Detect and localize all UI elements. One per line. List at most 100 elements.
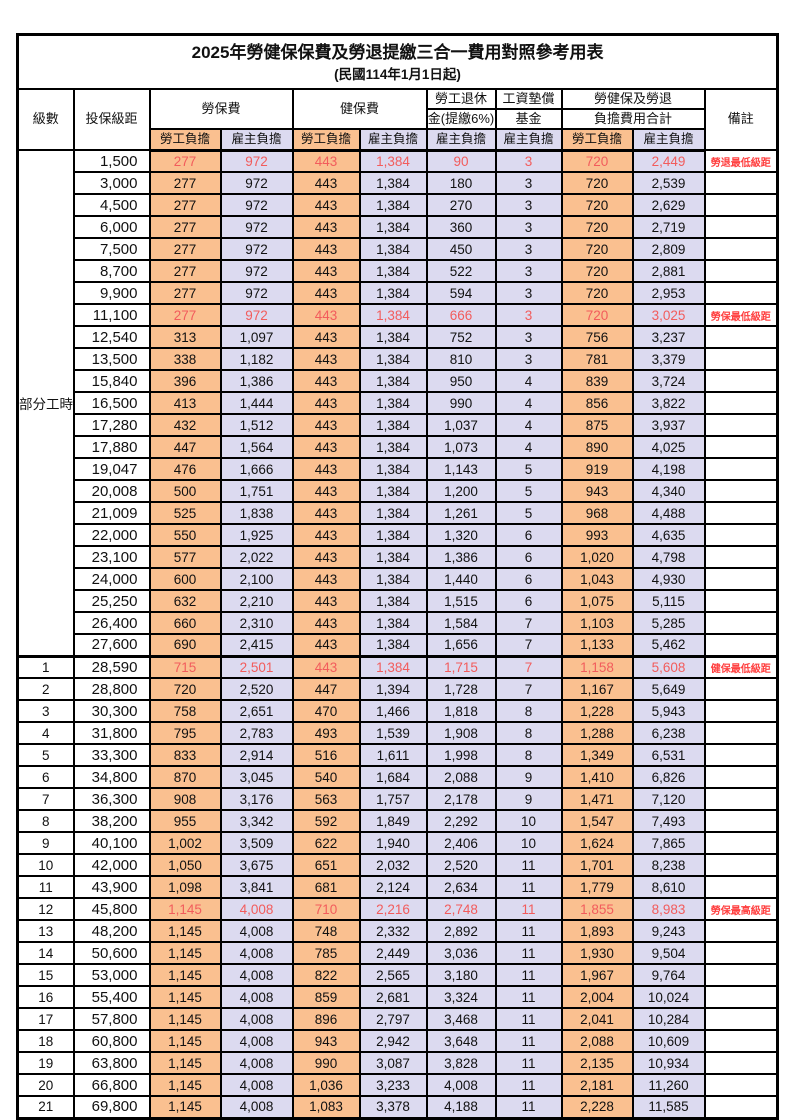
fee-cell: 2,881 [631, 259, 706, 283]
fee-cell: 1,103 [560, 611, 634, 635]
fee-cell: 2,216 [358, 897, 428, 921]
fee-cell: 2,228 [560, 1095, 634, 1119]
fee-cell: 8,238 [631, 853, 706, 877]
fee-cell: 2,210 [219, 589, 294, 613]
fee-cell: 3,036 [425, 941, 497, 965]
subheader-labor-employee: 勞工負擔 [148, 127, 222, 152]
remark-cell: 健保最低級距 [703, 654, 779, 679]
fee-cell: 4,008 [219, 1073, 294, 1097]
table-row: 2 28,800 720 2,520 447 1,394 1,728 7 1,167 5,649 [16, 677, 779, 701]
level-cell: 3 [16, 699, 75, 723]
bracket-cell: 3,000 [72, 171, 151, 195]
fee-cell: 3,342 [219, 809, 294, 833]
remark-cell [703, 523, 779, 547]
remark-cell [703, 699, 779, 723]
fee-cell: 2,022 [219, 545, 294, 569]
fee-cell: 1,143 [425, 457, 497, 481]
bracket-cell: 27,600 [72, 633, 151, 657]
remark-cell [703, 875, 779, 899]
fee-cell: 8,983 [631, 897, 706, 921]
table-row: 13,500 338 1,182 443 1,384 810 3 781 3,379 [18, 347, 779, 371]
fee-cell: 5 [494, 479, 563, 503]
fee-cell: 522 [425, 259, 497, 283]
level-cell: 16 [16, 985, 75, 1009]
fee-cell: 2,332 [358, 919, 428, 943]
fee-cell: 360 [425, 215, 497, 239]
fee-cell: 563 [291, 787, 361, 811]
level-cell: 2 [16, 677, 75, 701]
bracket-cell: 20,008 [72, 479, 151, 503]
fee-cell: 720 [560, 237, 634, 261]
col-header-pension-line1: 勞工退休 [425, 87, 497, 110]
fee-cell: 9 [494, 765, 563, 789]
fee-cell: 1,075 [560, 589, 634, 613]
fee-cell: 516 [291, 743, 361, 767]
fee-cell: 4,008 [219, 897, 294, 921]
fee-cell: 10 [494, 809, 563, 833]
fee-cell: 2,953 [631, 281, 706, 305]
fee-cell: 10,284 [631, 1007, 706, 1031]
table-row: 4,500 277 972 443 1,384 270 3 720 2,629 [18, 193, 779, 217]
fee-cell: 1,471 [560, 787, 634, 811]
fee-cell: 443 [291, 589, 361, 613]
remark-cell [703, 1073, 779, 1097]
table-row: 16,500 413 1,444 443 1,384 990 4 856 3,822 [18, 391, 779, 415]
table-row: 11 43,900 1,098 3,841 681 2,124 2,634 11 1,779 8,… [16, 875, 779, 899]
table-row: 26,400 660 2,310 443 1,384 1,584 7 1,103 5,285 [18, 611, 779, 635]
fee-cell: 1,145 [148, 963, 222, 987]
level-cell: 20 [16, 1073, 75, 1097]
fee-cell: 277 [148, 215, 222, 239]
level-cell: 8 [16, 809, 75, 833]
fee-cell: 1,145 [148, 1073, 222, 1097]
fee-cell: 690 [148, 633, 222, 657]
fee-cell: 1,998 [425, 743, 497, 767]
fee-cell: 8 [494, 721, 563, 745]
remark-cell [703, 765, 779, 789]
fee-cell: 7 [494, 633, 563, 657]
fee-cell: 443 [291, 237, 361, 261]
fee-cell: 1,384 [358, 457, 428, 481]
remark-cell [703, 831, 779, 855]
remark-cell [703, 1095, 779, 1119]
table-title-block: 2025年勞健保保費及勞退提繳三合一費用對照參考用表 (民國114年1月1日起) [16, 33, 779, 90]
fee-cell: 1,145 [148, 897, 222, 921]
table-row: 17 57,800 1,145 4,008 896 2,797 3,468 11 2,041 10… [16, 1007, 779, 1031]
fee-cell: 2,539 [631, 171, 706, 195]
fee-cell: 4,930 [631, 567, 706, 591]
fee-cell: 1,384 [358, 347, 428, 371]
remark-cell [703, 501, 779, 525]
fee-cell: 3,509 [219, 831, 294, 855]
fee-cell: 338 [148, 347, 222, 371]
bracket-cell: 17,280 [72, 413, 151, 437]
table-row: 19 63,800 1,145 4,008 990 3,087 3,828 11 2,135 10… [16, 1051, 779, 1075]
fee-cell: 1,701 [560, 853, 634, 877]
fee-cell: 8 [494, 699, 563, 723]
bracket-cell: 48,200 [72, 919, 151, 943]
fee-cell: 2,088 [560, 1029, 634, 1053]
fee-cell: 443 [291, 369, 361, 393]
fee-cell: 1,002 [148, 831, 222, 855]
fee-cell: 2,634 [425, 875, 497, 899]
fee-cell: 1,444 [219, 391, 294, 415]
fee-cell: 9,504 [631, 941, 706, 965]
page-title: 2025年勞健保保費及勞退提繳三合一費用對照參考用表 [191, 43, 604, 63]
remark-cell [703, 919, 779, 943]
fee-cell: 2,629 [631, 193, 706, 217]
fee-cell: 600 [148, 567, 222, 591]
fee-cell: 1,384 [358, 171, 428, 195]
fee-cell: 1,145 [148, 941, 222, 965]
table-row: 24,000 600 2,100 443 1,384 1,440 6 1,043 4,930 [18, 567, 779, 591]
fee-cell: 313 [148, 325, 222, 349]
level-cell: 1 [16, 654, 75, 679]
fee-cell: 2,501 [219, 654, 294, 679]
fee-cell: 839 [560, 369, 634, 393]
bracket-cell: 6,000 [72, 215, 151, 239]
remark-cell [703, 479, 779, 503]
fee-cell: 4,008 [219, 963, 294, 987]
fee-cell: 720 [560, 215, 634, 239]
fee-cell: 972 [219, 281, 294, 305]
fee-cell: 443 [291, 567, 361, 591]
fee-cell: 7 [494, 654, 563, 679]
bracket-cell: 16,500 [72, 391, 151, 415]
table-body: 部分工時 1,500 277 972 443 1,384 90 3 720 2,449 勞退最低級距… [16, 149, 779, 1119]
